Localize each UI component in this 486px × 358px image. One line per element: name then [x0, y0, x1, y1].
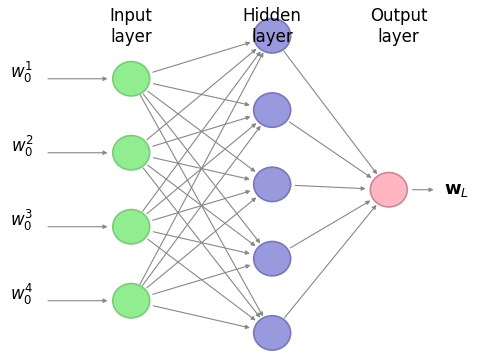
Ellipse shape — [370, 173, 407, 207]
Ellipse shape — [113, 209, 150, 244]
Ellipse shape — [254, 19, 291, 53]
Ellipse shape — [113, 62, 150, 96]
Text: $w_0^3$: $w_0^3$ — [10, 208, 34, 233]
Ellipse shape — [254, 242, 291, 276]
Text: $w_0^1$: $w_0^1$ — [11, 60, 33, 85]
Ellipse shape — [113, 284, 150, 318]
Text: $w_0^4$: $w_0^4$ — [10, 282, 34, 307]
Ellipse shape — [254, 93, 291, 127]
Text: Input
layer: Input layer — [110, 7, 153, 46]
Text: Hidden
layer: Hidden layer — [243, 7, 302, 46]
Ellipse shape — [113, 136, 150, 170]
Ellipse shape — [254, 167, 291, 202]
Ellipse shape — [254, 316, 291, 350]
Text: $\mathbf{w}_L$: $\mathbf{w}_L$ — [444, 181, 469, 199]
Text: Output
layer: Output layer — [370, 7, 427, 46]
Text: $w_0^2$: $w_0^2$ — [11, 134, 33, 159]
